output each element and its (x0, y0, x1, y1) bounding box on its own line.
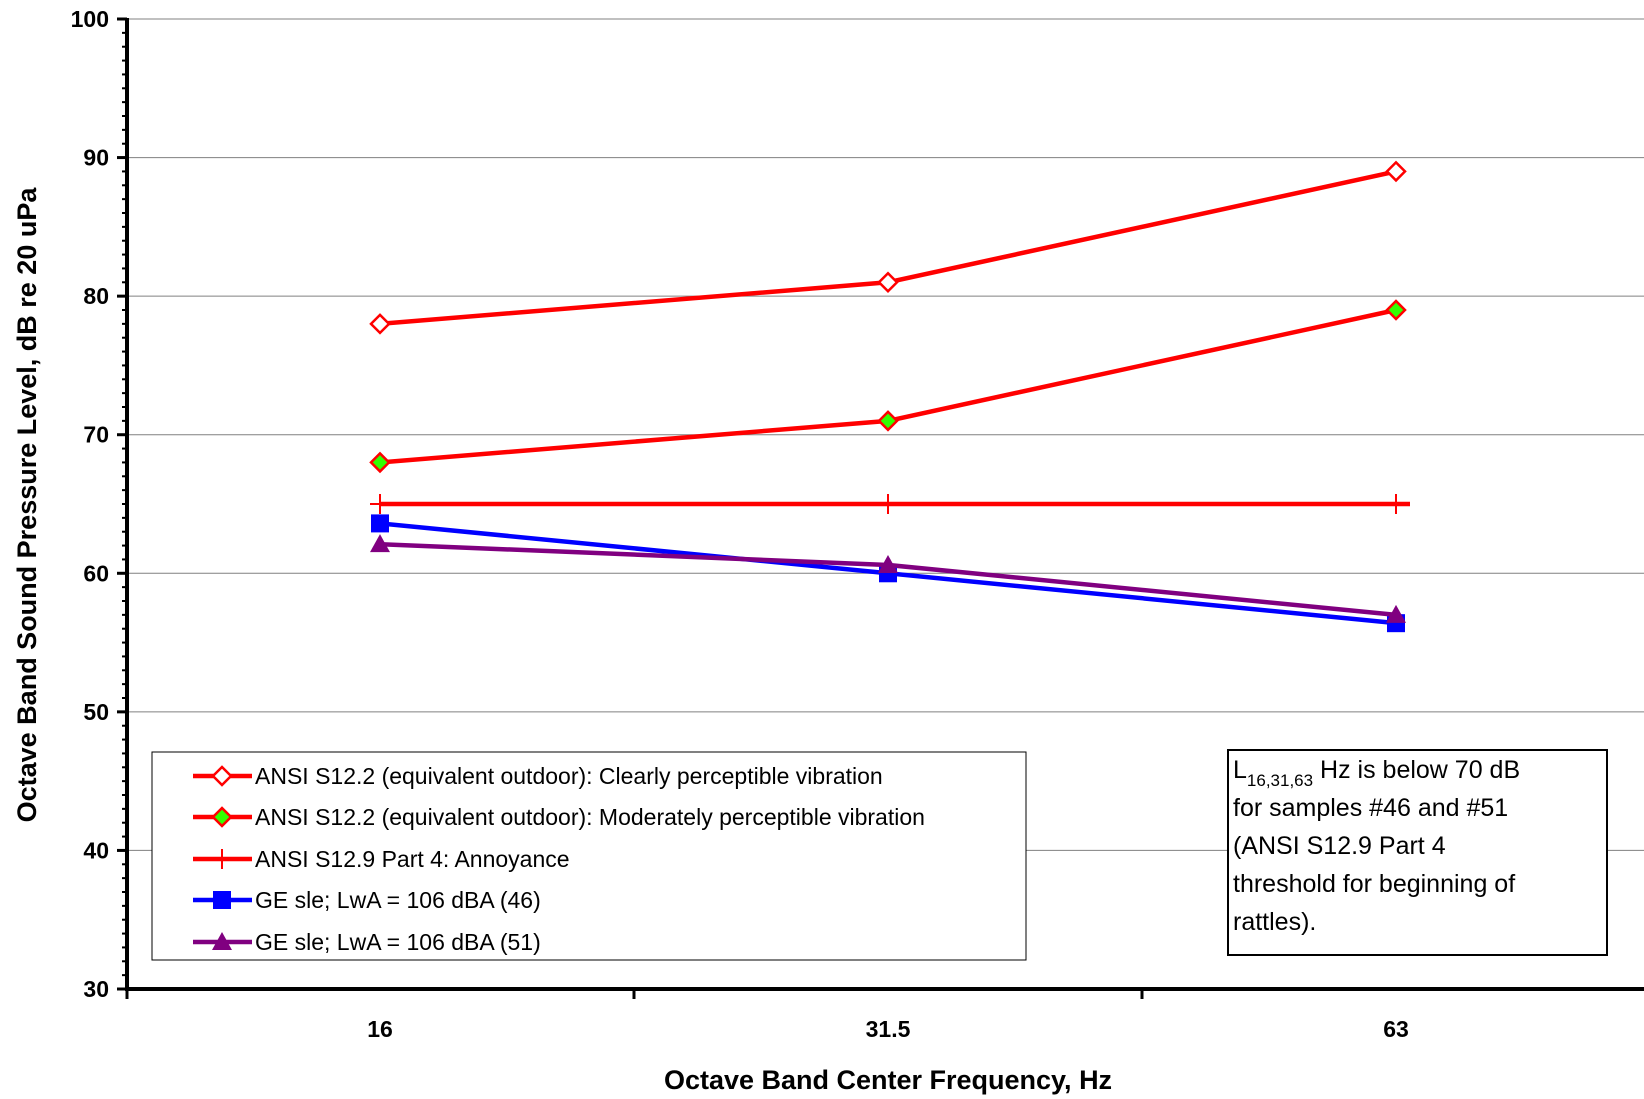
legend-label-1: ANSI S12.2 (equivalent outdoor): Clearly… (255, 763, 883, 789)
y-tick-label-100: 100 (71, 6, 109, 32)
x-tick-label-16: 16 (367, 1016, 393, 1042)
legend-label-2: ANSI S12.2 (equivalent outdoor): Moderat… (255, 804, 925, 830)
axes (117, 17, 1644, 999)
y-tick-label-90: 90 (83, 145, 109, 171)
legend-swatch-marker-1 (211, 765, 233, 787)
series-5-point-31.5 (878, 554, 898, 573)
annotation-line-4: threshold for beginning of (1233, 870, 1515, 898)
y-tick-labels: 30 40 50 60 70 80 90 100 (71, 6, 109, 1002)
annotation-subscript: 16,31,63 (1247, 771, 1313, 790)
legend-label-4: GE sle; LwA = 106 dBA (46) (255, 887, 541, 913)
y-tick-label-30: 30 (83, 976, 109, 1002)
series-1-point-63 (1385, 160, 1407, 183)
x-tick-labels: 16 31.5 63 (367, 1016, 1409, 1042)
annotation-line-5: rattles). (1233, 908, 1316, 936)
legend-swatch-marker-2 (211, 806, 233, 828)
series-5-point-63 (1386, 604, 1406, 623)
x-tick-label-63: 63 (1383, 1016, 1409, 1042)
series-2-point-63 (1385, 299, 1407, 321)
legend-entry-1: ANSI S12.2 (equivalent outdoor): Clearly… (193, 763, 883, 789)
legend-label-3: ANSI S12.9 Part 4: Annoyance (255, 846, 570, 872)
annotation-line-3: (ANSI S12.9 Part 4 (1233, 832, 1446, 860)
series-3-point-63 (1386, 494, 1406, 514)
series-2-point-31.5 (877, 410, 899, 432)
series-2-point-16 (369, 451, 391, 474)
legend-swatch-marker-3 (212, 849, 232, 869)
y-tick-label-60: 60 (83, 560, 109, 586)
y-tick-label-70: 70 (83, 422, 109, 448)
legend-swatch-marker-4 (213, 891, 231, 909)
legend: ANSI S12.2 (equivalent outdoor): Clearly… (151, 751, 1027, 961)
annotation: L16,31,63 Hz is below 70 dB for samples … (1227, 749, 1608, 956)
annotation-box (1227, 749, 1608, 956)
series-1 (369, 160, 1407, 335)
series-group (369, 160, 1410, 633)
annotation-line-1: L16,31,63 Hz is below 70 dB (1233, 756, 1520, 790)
legend-box (151, 751, 1027, 961)
annotation-prefix: L (1233, 756, 1247, 784)
legend-entry-5: GE sle; LwA = 106 dBA (51) (193, 929, 541, 955)
series-3-point-31.5 (878, 494, 898, 514)
legend-entry-3: ANSI S12.9 Part 4: Annoyance (193, 846, 570, 872)
y-axis-title: Octave Band Sound Pressure Level, dB re … (12, 187, 42, 823)
legend-swatch-marker-5 (212, 932, 232, 950)
legend-label-5: GE sle; LwA = 106 dBA (51) (255, 929, 541, 955)
y-tick-label-50: 50 (83, 699, 109, 725)
series-4-point-16 (371, 514, 389, 533)
y-tick-label-80: 80 (83, 283, 109, 309)
legend-entry-2: ANSI S12.2 (equivalent outdoor): Moderat… (193, 804, 925, 830)
series-3 (370, 494, 1410, 514)
series-3-point-16 (370, 494, 390, 514)
x-tick-label-31.5: 31.5 (866, 1016, 911, 1042)
y-tick-label-40: 40 (83, 837, 109, 863)
series-2 (369, 299, 1407, 474)
legend-entry-4: GE sle; LwA = 106 dBA (46) (193, 887, 541, 913)
series-5 (370, 534, 1406, 623)
series-5-point-16 (370, 534, 390, 553)
annotation-line-1-rest: Hz is below 70 dB (1313, 756, 1520, 784)
series-1-point-16 (369, 313, 391, 335)
series-1-point-31.5 (877, 271, 899, 294)
annotation-line-2: for samples #46 and #51 (1233, 794, 1508, 822)
x-axis-title: Octave Band Center Frequency, Hz (664, 1065, 1112, 1095)
